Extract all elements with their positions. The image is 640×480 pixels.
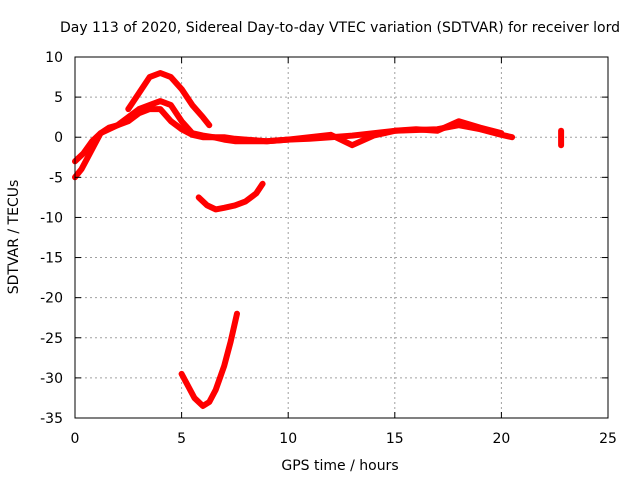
plot-frame	[74, 56, 609, 419]
data-series-arc-1	[72, 106, 516, 181]
y-tick-label: 10	[45, 50, 63, 66]
y-tick-label: -30	[40, 371, 63, 387]
plot-area	[72, 70, 565, 409]
y-tick-label: 0	[54, 130, 63, 146]
x-tick-label: 20	[492, 431, 510, 447]
y-tick-label: -5	[49, 170, 63, 186]
chart-title: Day 113 of 2020, Sidereal Day-to-day VTE…	[60, 20, 620, 36]
y-tick-label: 5	[54, 90, 63, 106]
y-tick-label: -10	[40, 210, 63, 226]
y-axis-label: SDTVAR / TECUs	[6, 180, 22, 295]
x-axis-label: GPS time / hours	[281, 458, 398, 474]
x-tick-label: 15	[386, 431, 404, 447]
x-tick-label: 25	[599, 431, 617, 447]
x-tick-label: 0	[71, 431, 80, 447]
y-tick-label: -20	[40, 291, 63, 307]
x-tick-label: 5	[177, 431, 186, 447]
y-tick-label: -35	[40, 411, 63, 427]
data-series-arc-2	[72, 98, 505, 165]
data-series-arc-3	[125, 70, 213, 129]
y-tick-label: -25	[40, 331, 63, 347]
data-series-arc-4	[195, 180, 266, 213]
x-tick-label: 10	[279, 431, 297, 447]
data-series-arc-5	[178, 310, 240, 409]
axis-ticks: 0 5 10 15 20 25 10 5 0 -5 -10 -15 -20 -25 -30 -35	[40, 50, 617, 447]
y-tick-label: -15	[40, 251, 63, 267]
